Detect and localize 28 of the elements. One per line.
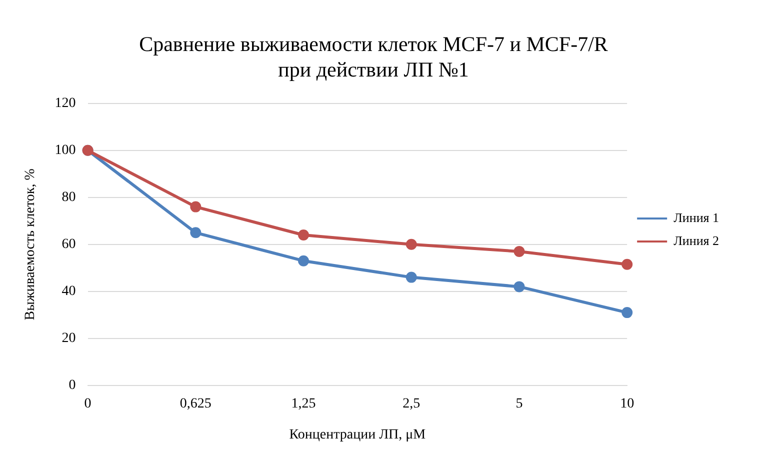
point bbox=[190, 227, 202, 238]
y-tick-label: 60 bbox=[62, 237, 76, 252]
y-tick-label: 40 bbox=[62, 284, 76, 300]
point bbox=[298, 255, 310, 266]
legend-label: Линия 2 bbox=[674, 232, 720, 248]
x-tick-label: 0,625 bbox=[180, 396, 212, 412]
point bbox=[298, 230, 310, 240]
y-tick-label: 120 bbox=[54, 96, 76, 112]
point bbox=[514, 281, 525, 292]
y-tick-label: 20 bbox=[62, 331, 76, 346]
y-tick-label: 0 bbox=[68, 378, 76, 394]
point bbox=[406, 272, 417, 283]
point bbox=[622, 307, 633, 318]
y-tick-label: 80 bbox=[62, 190, 76, 206]
x-tick-label: 5 bbox=[516, 396, 523, 412]
point bbox=[190, 201, 202, 212]
legend-label: Линия 1 bbox=[674, 210, 720, 225]
point bbox=[622, 258, 633, 270]
x-tick-label: 0 bbox=[84, 396, 92, 412]
x-tick-label: 2,5 bbox=[402, 396, 420, 412]
point bbox=[514, 246, 525, 257]
x-axis-title: Концентрации ЛП, μM bbox=[289, 427, 426, 442]
point bbox=[406, 238, 417, 250]
chart-title: Сравнение выживаемости клеток MCF-7 и MCF-7/R при действии ЛП №1 bbox=[139, 32, 608, 82]
x-tick-label: 10 bbox=[620, 396, 634, 412]
y-axis-title: Выживаемость клеток, % bbox=[23, 168, 38, 320]
x-tick-label: 1,25 bbox=[291, 396, 316, 412]
y-tick-label: 100 bbox=[54, 143, 76, 158]
